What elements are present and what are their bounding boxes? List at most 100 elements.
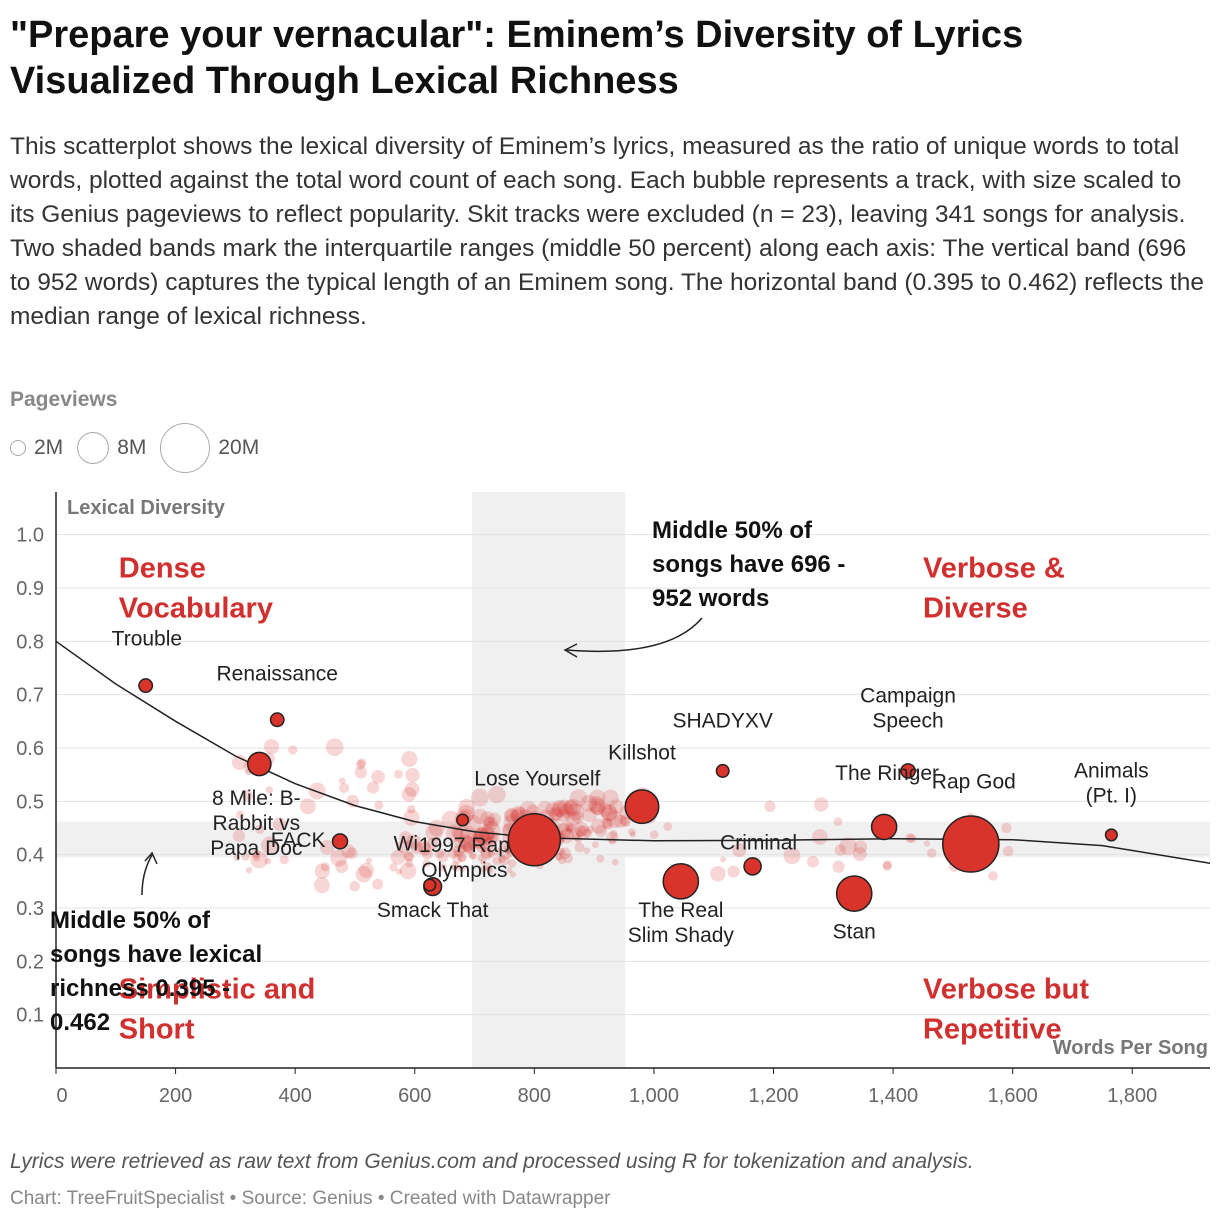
quadrant-label: Verbose but Repetitive xyxy=(923,974,1089,1046)
quadrant-label: Simplistic and Short xyxy=(119,974,316,1046)
song-bubble xyxy=(926,848,937,858)
song-bubble xyxy=(613,814,627,828)
song-bubble xyxy=(335,860,349,873)
song-bubble xyxy=(832,860,845,873)
song-bubble xyxy=(355,865,373,883)
song-bubble xyxy=(263,739,280,755)
song-bubble xyxy=(358,862,375,879)
song-bubble xyxy=(456,851,467,862)
point-label: Trouble xyxy=(112,628,182,651)
created-with[interactable]: Created with Datawrapper xyxy=(389,1188,611,1209)
x-tick-label: 1,600 xyxy=(988,1085,1038,1107)
song-bubble xyxy=(437,851,449,863)
y-tick-label: 0.6 xyxy=(16,738,44,760)
song-bubble xyxy=(492,856,502,866)
song-bubble xyxy=(367,781,380,794)
song-bubble xyxy=(589,798,607,815)
song-bubble xyxy=(839,837,858,856)
song-bubble xyxy=(503,807,519,823)
song-bubble xyxy=(663,822,673,831)
song-bubble xyxy=(355,759,366,770)
song-bubble xyxy=(619,814,631,826)
song-bubble xyxy=(509,871,516,878)
footer-separator: • xyxy=(224,1188,242,1209)
song-bubble xyxy=(479,866,487,873)
x-tick-label: 200 xyxy=(159,1085,192,1107)
y-tick-label: 0.7 xyxy=(16,685,44,707)
song-bubble xyxy=(473,839,482,849)
point-label: Criminal xyxy=(720,831,797,854)
song-bubble xyxy=(416,839,431,854)
legend-item-20m: 20M xyxy=(160,423,259,473)
highlight-point xyxy=(456,813,470,827)
song-bubble xyxy=(349,880,360,892)
song-bubble xyxy=(279,855,289,865)
song-bubble xyxy=(265,786,274,794)
song-bubble xyxy=(487,867,494,874)
legend-label: 8M xyxy=(117,436,147,459)
song-bubble xyxy=(354,766,367,779)
song-bubble xyxy=(620,816,631,828)
song-bubble xyxy=(500,840,509,850)
point-label: Stan xyxy=(833,920,876,943)
song-bubble xyxy=(401,751,418,768)
song-bubble xyxy=(853,840,868,854)
x-tick-label: 1,800 xyxy=(1107,1085,1157,1107)
song-bubble xyxy=(480,847,493,860)
song-bubble xyxy=(314,863,330,879)
song-bubble xyxy=(330,849,348,867)
song-bubble xyxy=(236,810,245,819)
annotation-arrowhead xyxy=(144,851,158,865)
point-label: The Real Slim Shady xyxy=(628,899,735,947)
song-bubble xyxy=(882,861,892,871)
song-bubble xyxy=(457,834,472,848)
highlight-point xyxy=(870,813,898,841)
song-bubble xyxy=(598,802,613,817)
song-bubble xyxy=(559,849,567,858)
song-bubble xyxy=(425,823,443,841)
song-bubble xyxy=(812,829,828,845)
x-tick-label: 0 xyxy=(56,1085,67,1107)
song-bubble xyxy=(372,878,384,890)
point-label: 8 Mile: B-Rabbit vs Papa Doc xyxy=(210,787,302,860)
annotation-y-band: Middle 50% of songs have lexical richness … xyxy=(50,907,262,1036)
song-bubble xyxy=(499,855,510,866)
song-bubble xyxy=(580,794,598,812)
song-bubble xyxy=(573,821,589,837)
y-tick-label: 0.1 xyxy=(16,1005,44,1027)
song-bubble xyxy=(405,840,414,848)
quadrant-label: Dense Vocabulary xyxy=(119,552,273,624)
song-bubble xyxy=(576,825,591,840)
song-bubble xyxy=(480,837,495,852)
song-bubble xyxy=(480,811,495,826)
song-bubble xyxy=(395,868,403,875)
song-bubble xyxy=(405,859,414,868)
song-bubble xyxy=(564,821,575,832)
song-bubble xyxy=(559,828,575,844)
song-bubble xyxy=(549,808,562,821)
song-bubble xyxy=(453,837,466,850)
chart-title: "Prepare your vernacular": Eminem’s Dive… xyxy=(10,14,1024,102)
song-bubble xyxy=(462,841,473,853)
song-bubble xyxy=(470,832,486,848)
song-bubble xyxy=(325,738,344,757)
song-bubble xyxy=(813,797,829,812)
song-bubble xyxy=(232,829,246,843)
song-bubble xyxy=(988,870,998,881)
song-bubble xyxy=(272,817,287,832)
song-bubble xyxy=(468,843,476,851)
song-bubble xyxy=(594,824,608,838)
y-tick-label: 1.0 xyxy=(16,525,44,547)
song-bubble xyxy=(590,801,605,816)
legend-title: Pageviews xyxy=(10,388,118,411)
song-bubble xyxy=(484,837,492,846)
song-bubble xyxy=(563,853,573,864)
annotation-arrow xyxy=(566,617,703,653)
highlight-point xyxy=(246,751,272,777)
x-tick-label: 1,400 xyxy=(868,1085,918,1107)
song-bubble xyxy=(459,835,476,851)
legend-circle-small-icon xyxy=(10,440,26,456)
song-bubble xyxy=(732,843,747,858)
song-bubble xyxy=(371,769,385,784)
song-bubble xyxy=(483,862,492,871)
